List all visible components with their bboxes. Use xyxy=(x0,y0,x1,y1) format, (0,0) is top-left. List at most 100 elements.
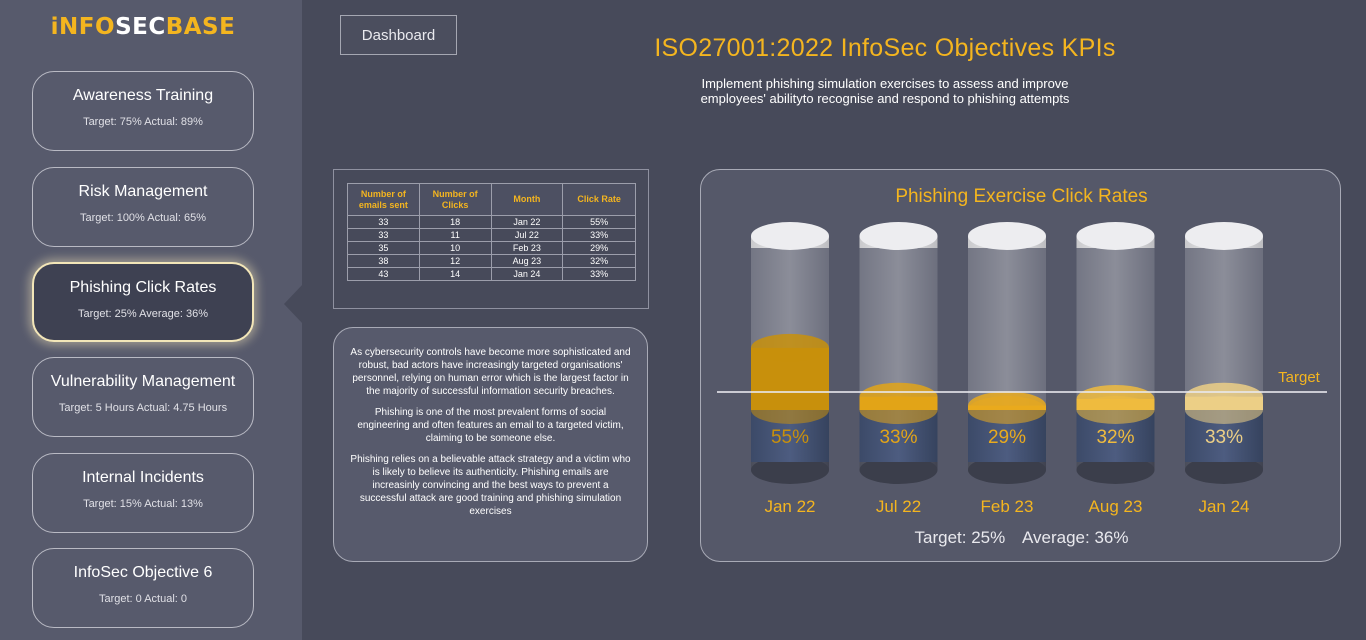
bar-cap-top xyxy=(1076,222,1155,250)
bar-cap-top xyxy=(968,222,1046,250)
sidebar-item-title: InfoSec Objective 6 xyxy=(73,564,213,581)
description-panel: As cybersecurity controls have become mo… xyxy=(333,327,648,562)
bar-cap-top xyxy=(859,222,938,250)
bar-band-top xyxy=(751,396,829,424)
sidebar-item-title: Vulnerability Management xyxy=(50,373,236,390)
table-row: 33 11 Jul 22 33% xyxy=(347,228,636,242)
chart-bar xyxy=(859,222,938,484)
description-paragraph: As cybersecurity controls have become mo… xyxy=(350,347,631,397)
bar-fill-top xyxy=(751,333,829,362)
table-cell: 14 xyxy=(418,267,492,281)
table-row: 43 14 Jan 24 33% xyxy=(347,267,636,281)
sidebar-item-title: Internal Incidents xyxy=(82,469,204,486)
column-header-clicks: Number of Clicks xyxy=(418,183,492,216)
sidebar-item-subtitle: Target: 0 Actual: 0 xyxy=(98,593,188,605)
x-tick-label: Jan 24 xyxy=(1198,497,1249,516)
bar-value-label: 55% xyxy=(771,427,809,448)
table-cell: 18 xyxy=(418,215,492,229)
sidebar-item-title: Risk Management xyxy=(78,183,208,200)
brand-logo: iNFOSECBASE xyxy=(0,14,286,40)
click-rate-chart: 55% Jan 22 33% Jul 22 29% Feb 23 32% Aug 23 33% J… xyxy=(717,222,1327,516)
bar-band-top xyxy=(859,396,938,424)
chart-footer-target: Target: 25% xyxy=(914,528,1006,547)
table-cell: 38 xyxy=(347,254,420,268)
column-header-click-rate: Click Rate xyxy=(562,183,636,216)
chart-footer: Target: 25% Average: 36% xyxy=(701,528,1342,548)
data-table: Number of emails sent Number of Clicks M… xyxy=(347,183,636,281)
sidebar-item-subtitle: Target: 75% Actual: 89% xyxy=(83,116,203,128)
x-tick-label: Jul 22 xyxy=(876,497,921,516)
page-title: ISO27001:2022 InfoSec Objectives KPIs xyxy=(654,34,1116,62)
column-header-emails-sent: Number of emails sent xyxy=(347,183,420,216)
bar-base-bottom xyxy=(1076,456,1155,484)
chart-bar xyxy=(968,222,1046,484)
bar-value-label: 33% xyxy=(1205,427,1243,448)
x-tick-label: Feb 23 xyxy=(981,497,1034,516)
table-cell: Feb 23 xyxy=(490,241,564,255)
description-paragraph: Phishing is one of the most prevalent fo… xyxy=(357,407,624,444)
bar-base-bottom xyxy=(859,456,938,484)
sidebar-item-phishing-click-rates[interactable]: Phishing Click Rates Target: 25% Average… xyxy=(32,262,254,342)
chart-footer-average: Average: 36% xyxy=(1021,528,1129,547)
sidebar-item-title: Awareness Training xyxy=(72,87,214,104)
bar-base-bottom xyxy=(751,456,829,484)
table-cell: 32% xyxy=(562,254,636,268)
table-cell: 35 xyxy=(347,241,420,255)
x-tick-label: Jan 22 xyxy=(764,497,815,516)
table-cell: Jul 22 xyxy=(490,228,564,242)
bar-base-bottom xyxy=(968,456,1046,484)
table-header-row: Number of emails sent Number of Clicks M… xyxy=(347,183,636,216)
page-subtitle-line1: Implement phishing simulation exercises … xyxy=(701,76,1069,91)
sidebar: iNFOSECBASE Awareness Training Target: 7… xyxy=(0,0,302,640)
table-cell: 11 xyxy=(418,228,492,242)
sidebar-item-infosec-objective-6[interactable]: InfoSec Objective 6 Target: 0 Actual: 0 xyxy=(32,548,254,628)
chart-title: Phishing Exercise Click Rates xyxy=(895,186,1148,207)
bar-value-label: 33% xyxy=(879,427,917,448)
table-row: 35 10 Feb 23 29% xyxy=(347,241,636,255)
table-row: 33 18 Jan 22 55% xyxy=(347,215,636,229)
dashboard-button[interactable]: Dashboard xyxy=(340,15,457,55)
data-table-panel: Number of emails sent Number of Clicks M… xyxy=(333,169,649,309)
column-header-month: Month xyxy=(490,183,564,216)
table-cell: 29% xyxy=(562,241,636,255)
bar-band-top xyxy=(1076,396,1155,424)
sidebar-item-subtitle: Target: 25% Average: 36% xyxy=(77,308,209,320)
table-row: 38 12 Aug 23 32% xyxy=(347,254,636,268)
table-cell: Jan 22 xyxy=(490,215,564,229)
table-cell: 12 xyxy=(418,254,492,268)
table-cell: Jan 24 xyxy=(490,267,564,281)
chart-panel: Phishing Exercise Click Rates 55% Jan 22 3… xyxy=(700,169,1341,562)
table-cell: Aug 23 xyxy=(490,254,564,268)
table-cell: 33 xyxy=(347,215,420,229)
table-cell: 33 xyxy=(347,228,420,242)
description-paragraph: Phishing relies on a believable attack s… xyxy=(350,454,631,517)
sidebar-item-vulnerability-management[interactable]: Vulnerability Management Target: 5 Hours… xyxy=(32,357,254,437)
table-cell: 10 xyxy=(418,241,492,255)
brand-logo-part3: BASE xyxy=(165,14,236,40)
sidebar-item-risk-management[interactable]: Risk Management Target: 100% Actual: 65% xyxy=(32,167,254,247)
bar-band-top xyxy=(1185,396,1263,424)
chart-bar xyxy=(751,222,829,484)
bar-value-label: 32% xyxy=(1096,427,1134,448)
sidebar-item-internal-incidents[interactable]: Internal Incidents Target: 15% Actual: 1… xyxy=(32,453,254,533)
sidebar-item-subtitle: Target: 100% Actual: 65% xyxy=(80,212,206,224)
bar-base-bottom xyxy=(1185,456,1263,484)
brand-logo-part1: iNFO xyxy=(50,14,116,40)
sidebar-item-subtitle: Target: 5 Hours Actual: 4.75 Hours xyxy=(58,402,228,414)
page-subtitle-line2: employees' abilityto recognise and respo… xyxy=(700,91,1070,106)
table-cell: 43 xyxy=(347,267,420,281)
table-cell: 55% xyxy=(562,215,636,229)
table-cell: 33% xyxy=(562,267,636,281)
table-cell: 33% xyxy=(562,228,636,242)
bar-band-top xyxy=(968,396,1046,424)
page-subtitle: Implement phishing simulation exercises … xyxy=(610,76,1160,106)
bar-cap-top xyxy=(1185,222,1263,250)
active-item-pointer xyxy=(284,284,303,324)
sidebar-item-title: Phishing Click Rates xyxy=(69,279,217,296)
x-tick-label: Aug 23 xyxy=(1089,497,1143,516)
sidebar-item-awareness-training[interactable]: Awareness Training Target: 75% Actual: 8… xyxy=(32,71,254,151)
chart-bar xyxy=(1185,222,1263,484)
sidebar-item-subtitle: Target: 15% Actual: 13% xyxy=(83,498,203,510)
brand-logo-part2: SEC xyxy=(115,14,166,40)
bar-cap-top xyxy=(751,222,829,250)
